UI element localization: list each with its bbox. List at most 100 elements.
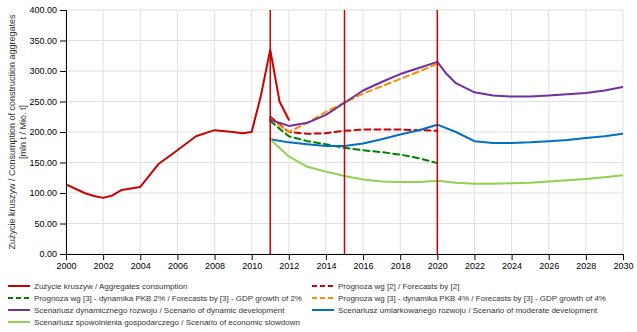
legend-swatch (8, 309, 30, 311)
tick-mark (326, 254, 327, 260)
x-tick: 2030 (613, 254, 633, 271)
legend-label: Prognoza wg [3] - dynamika PKB 2% / Fore… (34, 294, 302, 303)
series-line (66, 50, 289, 198)
marks (66, 10, 623, 254)
tick-mark (437, 254, 438, 260)
x-tick: 2026 (539, 254, 559, 271)
tick-label: 2022 (465, 261, 485, 271)
grid-line (214, 10, 215, 254)
series-line (270, 125, 623, 146)
tick-mark (103, 254, 104, 260)
tick-mark (60, 10, 66, 11)
tick-label: 400.00 (29, 5, 57, 15)
tick-label: 2028 (576, 261, 596, 271)
grid (66, 10, 623, 254)
tick-mark (60, 254, 66, 255)
tick-mark (512, 254, 513, 260)
plot: 2000200220042006200820102012201420162018… (29, 5, 633, 271)
x-tick: 2014 (316, 254, 336, 271)
series-line (270, 139, 623, 184)
vertical-line (437, 10, 439, 254)
legend-swatch (312, 309, 334, 311)
tick-label: 2024 (502, 261, 522, 271)
tick-mark (60, 41, 66, 42)
x-tick: 2010 (242, 254, 262, 271)
series-line (270, 64, 437, 132)
x-tick: 2028 (576, 254, 596, 271)
legend-label: Prognoza wg [2] / Forecasts by [2] (338, 282, 459, 291)
y-axis-title-line: Zużycie kruszyw / Consumption of constru… (7, 14, 17, 250)
y-tick: 100.00 (29, 188, 66, 198)
tick-label: 2002 (94, 261, 114, 271)
x-tick: 2012 (279, 254, 299, 271)
tick-label: 50.00 (34, 219, 57, 229)
legend-label: Zużycie kruszyw / Aggregates consumption (34, 282, 187, 291)
y-tick: 300.00 (29, 66, 66, 76)
grid-line (103, 10, 104, 254)
tick-mark (60, 132, 66, 133)
tick-label: 2026 (539, 261, 559, 271)
x-tick: 2002 (94, 254, 114, 271)
tick-mark (60, 71, 66, 72)
grid-line (140, 10, 141, 254)
y-tick: 50.00 (34, 219, 66, 229)
tick-mark (549, 254, 550, 260)
y-axis-title: Zużycie kruszyw / Consumption of constru… (7, 14, 28, 250)
y-tick: 150.00 (29, 158, 66, 168)
vertical-line (344, 10, 346, 254)
y-axis: 0.0050.00100.00150.00200.00250.00300.003… (29, 5, 66, 259)
x-tick: 2024 (502, 254, 522, 271)
y-tick: 250.00 (29, 97, 66, 107)
y-tick: 350.00 (29, 36, 66, 46)
tick-mark (177, 254, 178, 260)
legend-item: Zużycie kruszyw / Aggregates consumption (8, 282, 187, 291)
x-tick: 2022 (465, 254, 485, 271)
legend-swatch (8, 285, 30, 287)
tick-mark (60, 224, 66, 225)
tick-label: 2012 (279, 261, 299, 271)
tick-mark (140, 254, 141, 260)
x-axis: 2000200220042006200820102012201420162018… (56, 254, 633, 271)
chart: Zużycie kruszyw / Aggregates consumption… (0, 0, 637, 332)
legend-swatch (8, 321, 30, 323)
y-axis-title-line: [mln t / Mio. t] (18, 105, 28, 159)
x-tick: 2000 (56, 254, 76, 271)
tick-mark (215, 254, 216, 260)
x-tick: 2008 (205, 254, 225, 271)
tick-label: 2018 (391, 261, 411, 271)
x-tick: 2020 (428, 254, 448, 271)
grid-line (437, 10, 438, 254)
legend-item: Scenariusz spowolnienia gospodarczego / … (8, 318, 300, 327)
axis-line (67, 255, 624, 261)
grid-line (363, 10, 364, 254)
tick-label: 2006 (168, 261, 188, 271)
tick-mark (586, 254, 587, 260)
grid-line (325, 10, 326, 254)
tick-label: 2008 (205, 261, 225, 271)
tick-label: 2014 (316, 261, 336, 271)
legend-swatch (8, 297, 30, 299)
y-tick: 0.00 (39, 249, 66, 259)
tick-mark (289, 254, 290, 260)
tick-mark (60, 193, 66, 194)
series-line (270, 62, 623, 126)
grid-line (177, 10, 178, 254)
legend-label: Scenariusz umiarkowanego rozwoju / Scena… (338, 306, 598, 315)
tick-label: 2010 (242, 261, 262, 271)
tick-label: 150.00 (29, 158, 57, 168)
tick-mark (400, 254, 401, 260)
tick-mark (363, 254, 364, 260)
grid-line (623, 10, 624, 254)
tick-mark (252, 254, 253, 260)
vertical-line (269, 10, 271, 254)
tick-label: 2000 (56, 261, 76, 271)
tick-label: 0.00 (39, 249, 57, 259)
legend-swatch (312, 285, 334, 287)
x-tick: 2004 (131, 254, 151, 271)
legend-item: Prognoza wg [3] - dynamika PKB 2% / Fore… (8, 294, 302, 303)
grid-line (400, 10, 401, 254)
x-tick: 2006 (168, 254, 188, 271)
legend: Zużycie kruszyw / Aggregates consumption… (8, 282, 606, 327)
tick-label: 250.00 (29, 97, 57, 107)
legend-item: Scenariusz dynamicznego rozwoju / Scenar… (8, 306, 285, 315)
